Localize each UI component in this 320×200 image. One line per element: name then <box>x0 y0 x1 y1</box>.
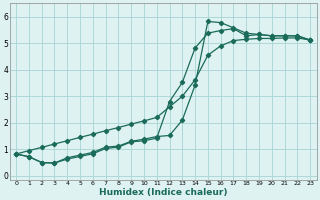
X-axis label: Humidex (Indice chaleur): Humidex (Indice chaleur) <box>99 188 228 197</box>
